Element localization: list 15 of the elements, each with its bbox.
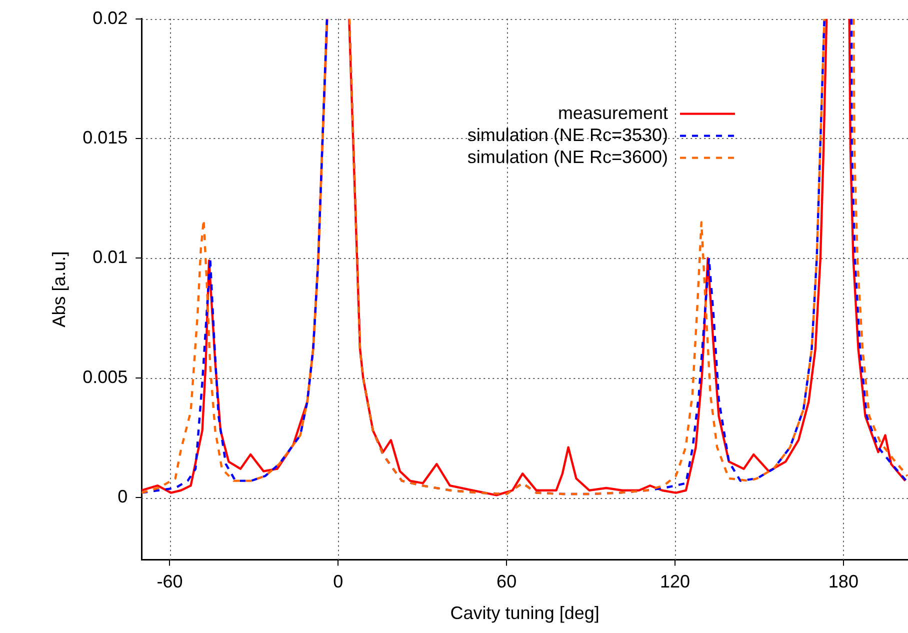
y-tick-label: 0.005 (82, 366, 128, 387)
x-tick-label: -60 (156, 572, 183, 592)
x-tick-label: 120 (660, 572, 690, 592)
y-tick-label: 0.015 (82, 127, 128, 148)
x-tick-label: 0 (333, 572, 344, 592)
x-axis-title: Cavity tuning [deg] (450, 603, 600, 624)
x-tick-label: 180 (828, 572, 858, 592)
legend-label: simulation (NE Rc=3600) (467, 146, 668, 167)
y-axis-title: Abs [a.u.] (48, 251, 69, 328)
y-tick-label: 0.01 (92, 247, 128, 268)
y-tick-label: 0.02 (92, 8, 128, 28)
y-tick-label: 0 (118, 486, 128, 507)
x-tick-label: 60 (496, 572, 517, 592)
legend-label: simulation (NE Rc=3530) (467, 124, 668, 145)
legend-label: measurement (558, 102, 668, 123)
